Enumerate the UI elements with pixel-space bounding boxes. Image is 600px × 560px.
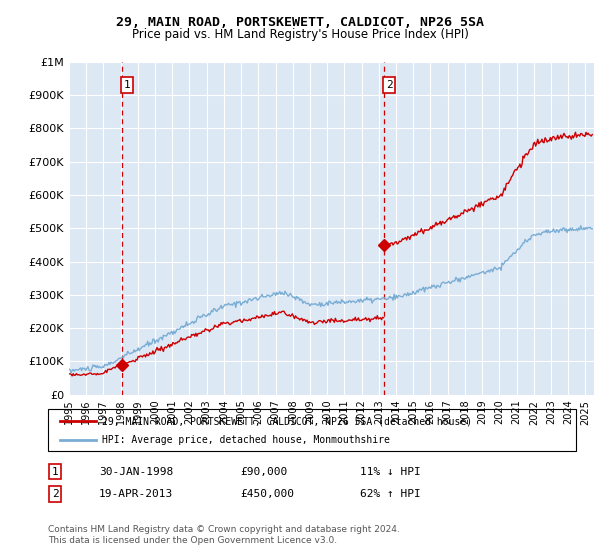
Text: £450,000: £450,000 (240, 489, 294, 499)
Text: 1: 1 (52, 466, 59, 477)
Text: Price paid vs. HM Land Registry's House Price Index (HPI): Price paid vs. HM Land Registry's House … (131, 28, 469, 41)
Text: Contains HM Land Registry data © Crown copyright and database right 2024.
This d: Contains HM Land Registry data © Crown c… (48, 525, 400, 545)
Text: 29, MAIN ROAD, PORTSKEWETT, CALDICOT, NP26 5SA (detached house): 29, MAIN ROAD, PORTSKEWETT, CALDICOT, NP… (102, 417, 472, 426)
Text: 62% ↑ HPI: 62% ↑ HPI (360, 489, 421, 499)
Text: 11% ↓ HPI: 11% ↓ HPI (360, 466, 421, 477)
Text: 2: 2 (386, 80, 392, 90)
Text: 19-APR-2013: 19-APR-2013 (99, 489, 173, 499)
Text: 29, MAIN ROAD, PORTSKEWETT, CALDICOT, NP26 5SA: 29, MAIN ROAD, PORTSKEWETT, CALDICOT, NP… (116, 16, 484, 29)
Text: 2: 2 (52, 489, 59, 499)
Text: £90,000: £90,000 (240, 466, 287, 477)
Text: HPI: Average price, detached house, Monmouthshire: HPI: Average price, detached house, Monm… (102, 435, 390, 445)
Text: 30-JAN-1998: 30-JAN-1998 (99, 466, 173, 477)
Text: 1: 1 (124, 80, 131, 90)
